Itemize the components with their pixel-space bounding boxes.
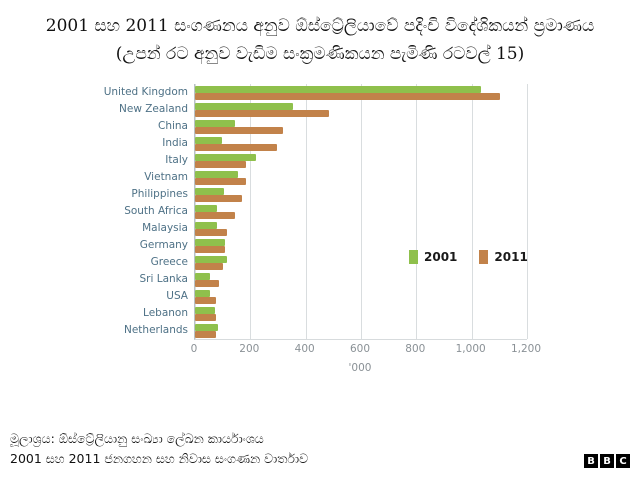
- bar-group: [195, 169, 527, 186]
- bar-2001: [195, 221, 217, 229]
- bar-group: [195, 271, 527, 288]
- bar-2011: [195, 262, 223, 270]
- bar-2001: [195, 289, 210, 297]
- category-label: USA: [166, 290, 188, 303]
- gridline: [527, 84, 528, 340]
- bar-group: [195, 203, 527, 220]
- category-label: Vietnam: [144, 171, 188, 184]
- plot-area: 2001 2011: [194, 84, 528, 341]
- source-note-line2: 2001 සහ 2011 ජනගහන සහ නිවාස සංගණන වාර්තා…: [10, 450, 309, 466]
- chart-title: 2001 සහ 2011 සංගණනය අනුව ඕස්ට්‍රේලියාවේ …: [0, 0, 640, 68]
- bar-2001: [195, 136, 222, 144]
- bar-group: [195, 305, 527, 322]
- bar-group: [195, 118, 527, 135]
- bar-chart: United Kingdom New Zealand China India Italy…: [92, 84, 640, 374]
- chart-title-line1: 2001 සහ 2011 සංගණනය අනුව ඕස්ට්‍රේලියාවේ …: [45, 16, 595, 36]
- bar-2001: [195, 255, 228, 263]
- bar-group: [195, 135, 527, 152]
- source-note: මූලාශ්‍රය: ඕස්ට්‍රේලියානු සංඛ්‍යා ලේඛන ක…: [10, 429, 308, 468]
- bar-2001: [195, 153, 256, 161]
- x-axis-unit: '000: [348, 362, 372, 375]
- bar-2011: [195, 143, 277, 151]
- legend-swatch: [479, 250, 489, 265]
- bar-2011: [195, 279, 219, 287]
- bar-group: [195, 101, 527, 118]
- bar-group: [195, 322, 527, 339]
- gridline: [361, 84, 362, 340]
- category-label: Italy: [165, 154, 188, 167]
- bar-2001: [195, 187, 224, 195]
- gridline: [305, 84, 307, 340]
- bar-group: [195, 237, 527, 254]
- bar-2011: [195, 313, 217, 321]
- bar-group: [195, 152, 527, 169]
- bbc-logo-letter: C: [616, 454, 630, 468]
- category-label: South Africa: [124, 205, 188, 218]
- bar-2001: [195, 204, 217, 212]
- x-tick-label: 1,000: [455, 343, 486, 356]
- bar-2001: [195, 306, 215, 314]
- category-label: India: [162, 137, 188, 150]
- bar-2001: [195, 85, 482, 93]
- bar-2001: [195, 238, 225, 246]
- category-label: United Kingdom: [103, 86, 188, 99]
- bar-2011: [195, 177, 247, 185]
- category-label: Germany: [139, 239, 188, 252]
- category-label: Sri Lanka: [139, 273, 188, 286]
- gridline: [416, 84, 418, 340]
- bar-2001: [195, 102, 294, 110]
- bar-2011: [195, 194, 243, 202]
- bar-group: [195, 254, 527, 271]
- bar-2011: [195, 160, 247, 168]
- category-label: New Zealand: [119, 103, 188, 116]
- gridline: [250, 84, 252, 340]
- category-label: Greece: [150, 256, 188, 269]
- chart-title-line2: (උපන් රට අනුව වැඩිම සංක්‍රමණිකයන පැමිණි …: [115, 44, 525, 65]
- bar-2011: [195, 126, 284, 134]
- legend-swatch: [409, 250, 418, 265]
- x-tick-label: 600: [349, 343, 371, 356]
- bar-2011: [195, 228, 228, 236]
- bar-2011: [195, 245, 225, 253]
- bar-2001: [195, 170, 238, 178]
- bar-group: [195, 288, 527, 305]
- bar-2001: [195, 119, 235, 127]
- bbc-logo-letter: B: [584, 454, 598, 468]
- x-tick-label: 0: [190, 343, 198, 356]
- bar-2011: [195, 296, 217, 304]
- gridline: [471, 84, 473, 340]
- category-label: Lebanon: [143, 307, 188, 320]
- bar-2011: [195, 211, 236, 219]
- source-note-line1: මූලාශ්‍රය: ඕස්ට්‍රේලියානු සංඛ්‍යා ලේඛන ක…: [10, 431, 264, 447]
- x-tick-label: 800: [405, 343, 426, 356]
- x-tick-label: 1,200: [510, 343, 542, 356]
- bar-2011: [195, 92, 500, 100]
- legend-label: 2011: [494, 250, 528, 265]
- bar-group: [195, 220, 527, 237]
- category-labels: United Kingdom New Zealand China India Italy…: [92, 84, 194, 374]
- category-label: Malaysia: [142, 222, 188, 235]
- legend-item-2011: 2011: [479, 250, 528, 265]
- plot-column: 2001 2011 0 200 400 600 800 1,000 1,200 '000: [190, 84, 541, 375]
- x-axis: 0 200 400 600 800 1,000 1,200: [190, 343, 541, 358]
- legend: 2001 2011: [409, 250, 528, 265]
- legend-label: 2001: [424, 250, 458, 265]
- x-tick-label: 400: [294, 343, 315, 356]
- bar-2011: [195, 330, 217, 338]
- bar-2001: [195, 272, 210, 280]
- legend-item-2001: 2001: [409, 250, 458, 265]
- category-label: China: [158, 120, 188, 133]
- bar-2011: [195, 109, 329, 117]
- bar-group: [195, 186, 527, 203]
- x-tick-label: 200: [239, 343, 260, 356]
- bar-group: [195, 84, 527, 101]
- bbc-logo-letter: B: [600, 454, 614, 468]
- bar-2001: [195, 323, 218, 331]
- category-label: Netherlands: [123, 324, 188, 337]
- category-label: Philippines: [131, 188, 188, 201]
